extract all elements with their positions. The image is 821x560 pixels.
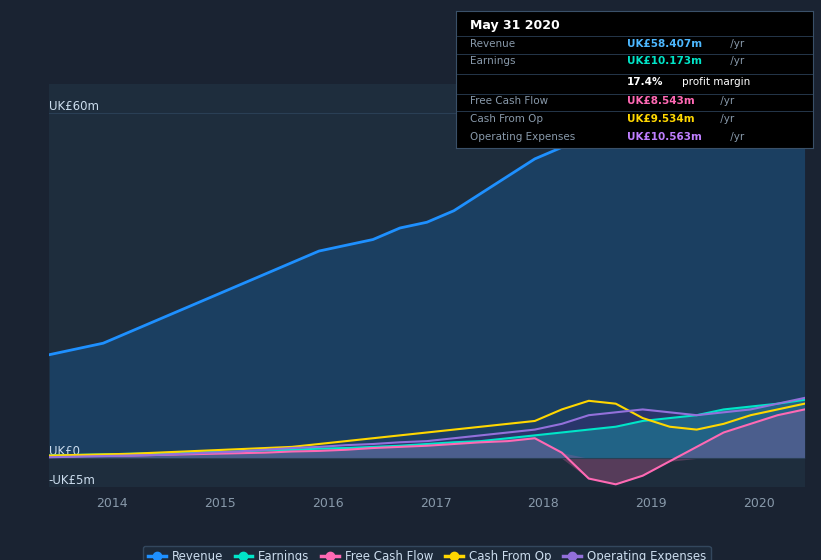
Text: /yr: /yr — [717, 96, 734, 106]
Text: Operating Expenses: Operating Expenses — [470, 132, 576, 142]
Text: UK£9.534m: UK£9.534m — [627, 114, 695, 124]
Text: UK£0: UK£0 — [48, 445, 80, 459]
Text: UK£10.173m: UK£10.173m — [627, 57, 702, 67]
Text: 17.4%: 17.4% — [627, 77, 663, 87]
Legend: Revenue, Earnings, Free Cash Flow, Cash From Op, Operating Expenses: Revenue, Earnings, Free Cash Flow, Cash … — [143, 545, 711, 560]
Text: -UK£5m: -UK£5m — [48, 474, 95, 487]
Text: /yr: /yr — [727, 39, 745, 49]
Text: Free Cash Flow: Free Cash Flow — [470, 96, 548, 106]
Text: /yr: /yr — [727, 132, 745, 142]
Text: UK£10.563m: UK£10.563m — [627, 132, 702, 142]
Text: May 31 2020: May 31 2020 — [470, 20, 560, 32]
Text: /yr: /yr — [717, 114, 734, 124]
Text: UK£58.407m: UK£58.407m — [627, 39, 702, 49]
Text: UK£8.543m: UK£8.543m — [627, 96, 695, 106]
Text: /yr: /yr — [727, 57, 745, 67]
Text: Earnings: Earnings — [470, 57, 516, 67]
Text: profit margin: profit margin — [682, 77, 750, 87]
Text: Cash From Op: Cash From Op — [470, 114, 543, 124]
Text: UK£60m: UK£60m — [48, 100, 99, 113]
Text: Revenue: Revenue — [470, 39, 515, 49]
